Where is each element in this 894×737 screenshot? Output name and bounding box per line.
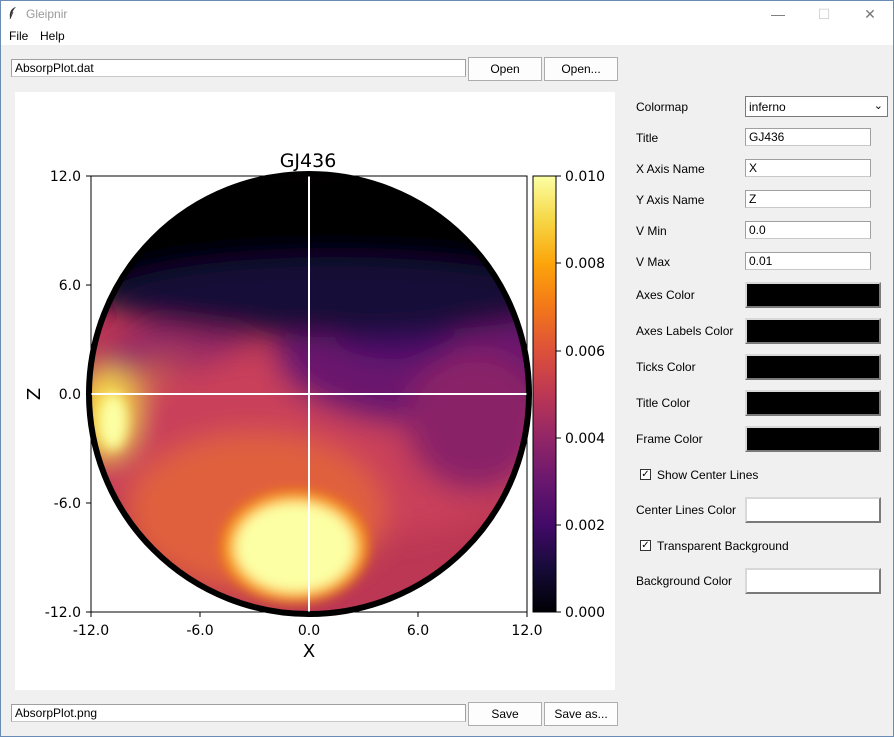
- colorbar-tick-marks: [556, 175, 561, 613]
- center-lines-color-button[interactable]: [745, 497, 881, 523]
- colorbar: [532, 175, 557, 613]
- y-tick-label: -12.0: [45, 605, 81, 621]
- x-tick-label: 0.0: [298, 623, 320, 639]
- chevron-down-icon: ⌄: [873, 100, 883, 112]
- x-axis-name-field[interactable]: X: [745, 159, 871, 177]
- axes-color-button[interactable]: [745, 282, 881, 308]
- save-button[interactable]: Save: [468, 702, 542, 726]
- colormap-label: Colormap: [636, 100, 689, 114]
- vmin-label: V Min: [636, 224, 667, 238]
- menu-help[interactable]: Help: [40, 29, 65, 43]
- axes-color-label: Axes Color: [636, 288, 695, 302]
- x-tick-label: -6.0: [186, 623, 213, 639]
- minimize-button[interactable]: —: [771, 6, 785, 22]
- show-center-lines-label[interactable]: Show Center Lines: [657, 468, 759, 482]
- show-center-lines-checkbox[interactable]: ✓: [640, 469, 651, 480]
- close-button[interactable]: ✕: [864, 5, 876, 22]
- title-bar: Gleipnir — ☐ ✕: [1, 1, 893, 27]
- maximize-button[interactable]: ☐: [817, 5, 831, 22]
- y-axis-name-field[interactable]: Z: [745, 190, 871, 208]
- open-button[interactable]: Open: [468, 57, 542, 81]
- colormap-select[interactable]: inferno ⌄: [745, 96, 888, 117]
- colorbar-tick-label: 0.000: [565, 605, 605, 621]
- colorbar-tick-label: 0.006: [565, 344, 605, 360]
- title-color-label: Title Color: [636, 396, 691, 410]
- frame-color-button[interactable]: [745, 426, 881, 452]
- menu-bar: File Help: [1, 27, 893, 45]
- y-tick-label: 6.0: [59, 278, 81, 294]
- vmax-field[interactable]: 0.01: [745, 252, 871, 270]
- y-axis-label: Z: [24, 388, 45, 400]
- axes-labels-color-button[interactable]: [745, 318, 881, 344]
- y-tick-label: 12.0: [50, 169, 81, 185]
- x-tick-label: 6.0: [407, 623, 429, 639]
- ticks-color-button[interactable]: [745, 354, 881, 380]
- frame-color-label: Frame Color: [636, 432, 703, 446]
- vmax-label: V Max: [636, 255, 671, 269]
- chart-title: GJ436: [280, 150, 337, 172]
- open-dialog-button[interactable]: Open...: [544, 57, 618, 81]
- x-tick-label: 12.0: [511, 623, 542, 639]
- window-title: Gleipnir: [26, 7, 68, 21]
- x-axis-name-label: X Axis Name: [636, 162, 705, 176]
- heatmap-image: [86, 171, 532, 617]
- output-path-field[interactable]: AbsorpPlot.png: [11, 704, 466, 722]
- menu-file[interactable]: File: [9, 29, 29, 43]
- title-field[interactable]: GJ436: [745, 128, 871, 146]
- vmin-field[interactable]: 0.0: [745, 221, 871, 239]
- colormap-value: inferno: [749, 100, 786, 114]
- heatmap-figure: -12.0 -6.0 0.0 6.0 12.0 12.0 6.0 0.0 -6.…: [24, 150, 605, 662]
- input-path-field[interactable]: AbsorpPlot.dat: [11, 59, 466, 77]
- transparent-background-label[interactable]: Transparent Background: [657, 539, 789, 553]
- transparent-background-checkbox[interactable]: ✓: [640, 540, 651, 551]
- y-tick-label: -6.0: [54, 496, 81, 512]
- center-lines-color-label: Center Lines Color: [636, 503, 737, 517]
- colorbar-tick-label: 0.010: [565, 169, 605, 185]
- x-tick-label: -12.0: [73, 623, 109, 639]
- background-color-button[interactable]: [745, 568, 881, 594]
- background-color-label: Background Color: [636, 574, 733, 588]
- colorbar-tick-label: 0.008: [565, 256, 605, 272]
- y-tick-label: 0.0: [59, 387, 81, 403]
- plot-area: -12.0 -6.0 0.0 6.0 12.0 12.0 6.0 0.0 -6.…: [15, 92, 615, 690]
- tick-marks: [86, 175, 528, 617]
- title-color-button[interactable]: [745, 390, 881, 416]
- y-axis-name-label: Y Axis Name: [636, 193, 705, 207]
- axes-labels-color-label: Axes Labels Color: [636, 324, 734, 338]
- feather-icon: [9, 7, 16, 20]
- x-axis-label: X: [303, 641, 315, 662]
- ticks-color-label: Ticks Color: [636, 360, 696, 374]
- title-label: Title: [636, 131, 659, 145]
- colorbar-tick-label: 0.002: [565, 518, 605, 534]
- colorbar-tick-label: 0.004: [565, 431, 605, 447]
- save-as-button[interactable]: Save as...: [544, 702, 618, 726]
